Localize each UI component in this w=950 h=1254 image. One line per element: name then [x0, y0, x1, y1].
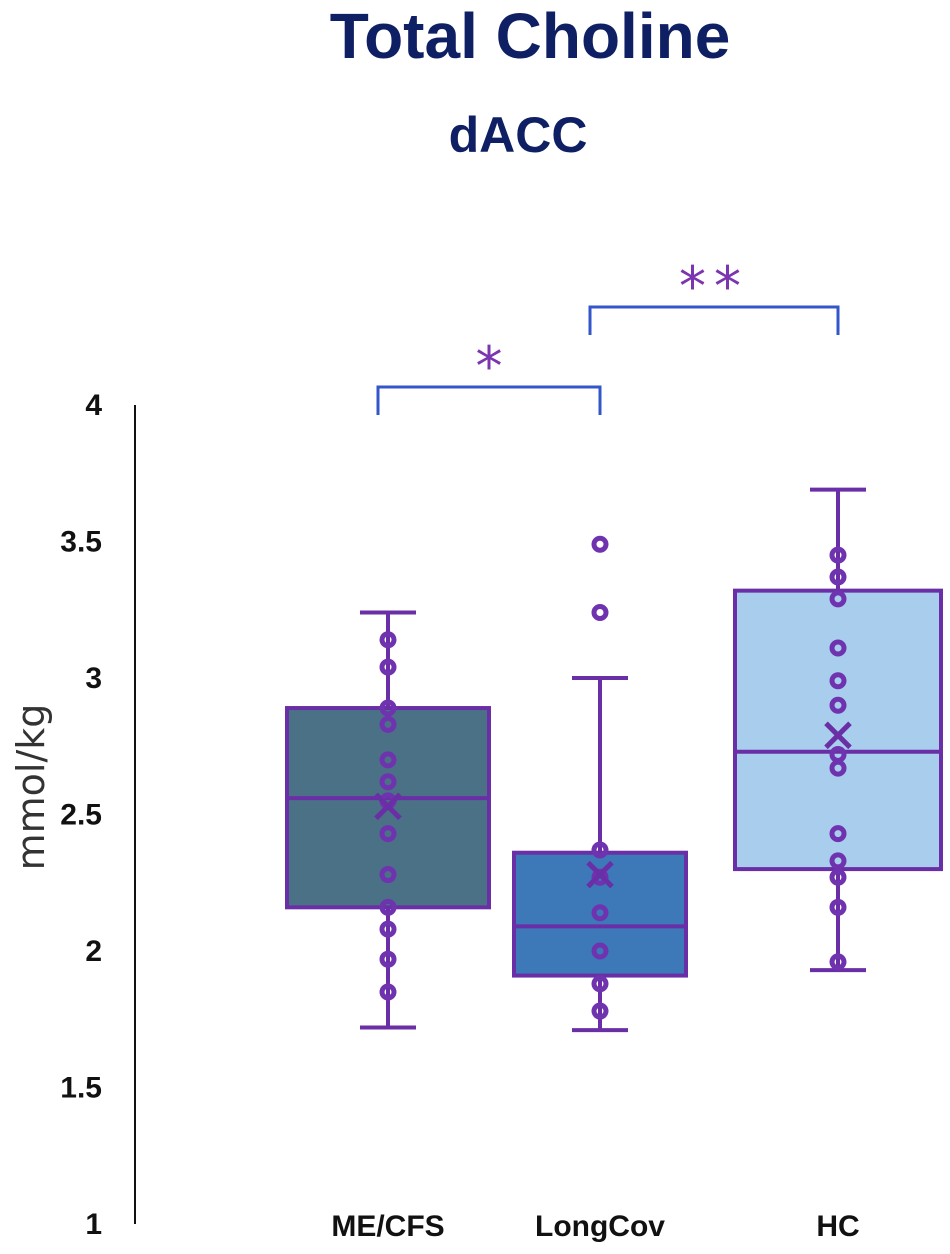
- significance-label: *: [476, 335, 503, 398]
- data-point: [591, 1002, 609, 1020]
- data-point: [829, 745, 847, 763]
- data-point: [829, 953, 847, 971]
- y-tick-label: 3.5: [60, 526, 102, 559]
- x-category-label: LongCov: [535, 1210, 665, 1243]
- data-point: [379, 825, 397, 843]
- y-tick-label: 2: [85, 935, 102, 968]
- y-axis-label: mmol/kg: [9, 704, 53, 871]
- data-point: [829, 898, 847, 916]
- box-group-hc: [733, 487, 943, 973]
- data-point: [829, 868, 847, 886]
- data-point: [379, 950, 397, 968]
- data-point: [379, 920, 397, 938]
- chart-subtitle: dACC: [449, 107, 588, 163]
- data-point: [829, 590, 847, 608]
- y-tick-label: 1: [85, 1208, 102, 1241]
- box-group-longcov: [512, 535, 688, 1033]
- data-point: [591, 904, 609, 922]
- y-tick-label: 1.5: [60, 1072, 102, 1105]
- chart-title: Total Choline: [330, 0, 731, 72]
- significance-label: **: [679, 255, 749, 318]
- data-point: [379, 631, 397, 649]
- data-point: [379, 866, 397, 884]
- y-tick-label: 4: [85, 389, 102, 422]
- data-point: [829, 639, 847, 657]
- outlier-point: [591, 603, 609, 621]
- data-point: [591, 841, 609, 859]
- data-point: [379, 658, 397, 676]
- mean-marker: [586, 860, 614, 889]
- data-point: [829, 825, 847, 843]
- data-point: [379, 751, 397, 769]
- outlier-point: [591, 535, 609, 553]
- data-point: [379, 898, 397, 916]
- data-point: [379, 983, 397, 1001]
- significance-bracket: **: [588, 255, 840, 335]
- data-point: [829, 546, 847, 564]
- data-point: [591, 942, 609, 960]
- data-point: [379, 773, 397, 791]
- box-group-me-cfs: [285, 610, 491, 1030]
- data-point: [829, 696, 847, 714]
- y-tick-label: 2.5: [60, 799, 102, 832]
- data-point: [829, 672, 847, 690]
- data-point: [829, 568, 847, 586]
- data-point: [591, 975, 609, 993]
- mean-marker: [374, 792, 402, 821]
- data-point: [379, 715, 397, 733]
- mean-marker: [824, 721, 852, 750]
- bracket-line: [588, 305, 840, 335]
- bracket-line: [376, 385, 602, 415]
- iqr-box: [733, 588, 943, 872]
- x-category-label: HC: [816, 1210, 859, 1243]
- data-point: [829, 852, 847, 870]
- data-point: [379, 699, 397, 717]
- significance-bracket: *: [376, 335, 602, 415]
- x-category-label: ME/CFS: [331, 1210, 444, 1243]
- y-tick-label: 3: [85, 662, 102, 695]
